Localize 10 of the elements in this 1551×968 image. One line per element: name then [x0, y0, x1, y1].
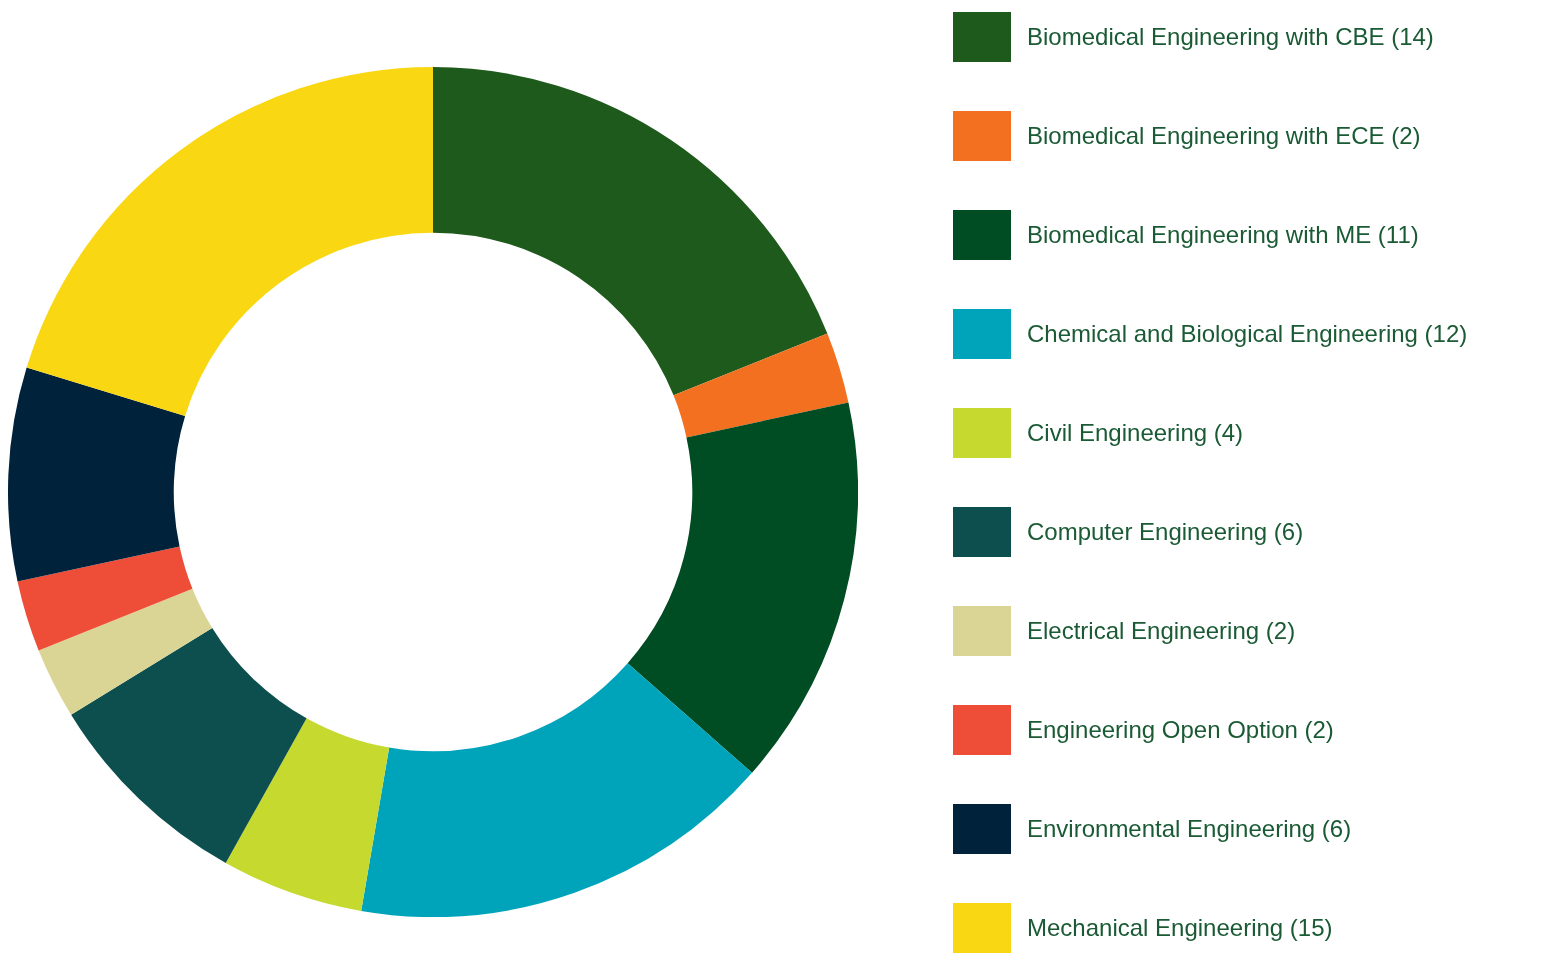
legend-label: Chemical and Biological Engineering (12)	[1027, 320, 1468, 348]
legend-label: Mechanical Engineering (15)	[1027, 914, 1333, 942]
legend-label: Environmental Engineering (6)	[1027, 815, 1352, 843]
legend-label: Civil Engineering (4)	[1027, 419, 1244, 447]
legend-label: Biomedical Engineering with ME (11)	[1027, 221, 1419, 249]
legend-label: Computer Engineering (6)	[1027, 518, 1304, 546]
legend-label: Electrical Engineering (2)	[1027, 617, 1296, 645]
legend-label: Biomedical Engineering with ECE (2)	[1027, 122, 1421, 150]
legend-label: Biomedical Engineering with CBE (14)	[1027, 23, 1434, 51]
legend-label: Engineering Open Option (2)	[1027, 716, 1334, 744]
